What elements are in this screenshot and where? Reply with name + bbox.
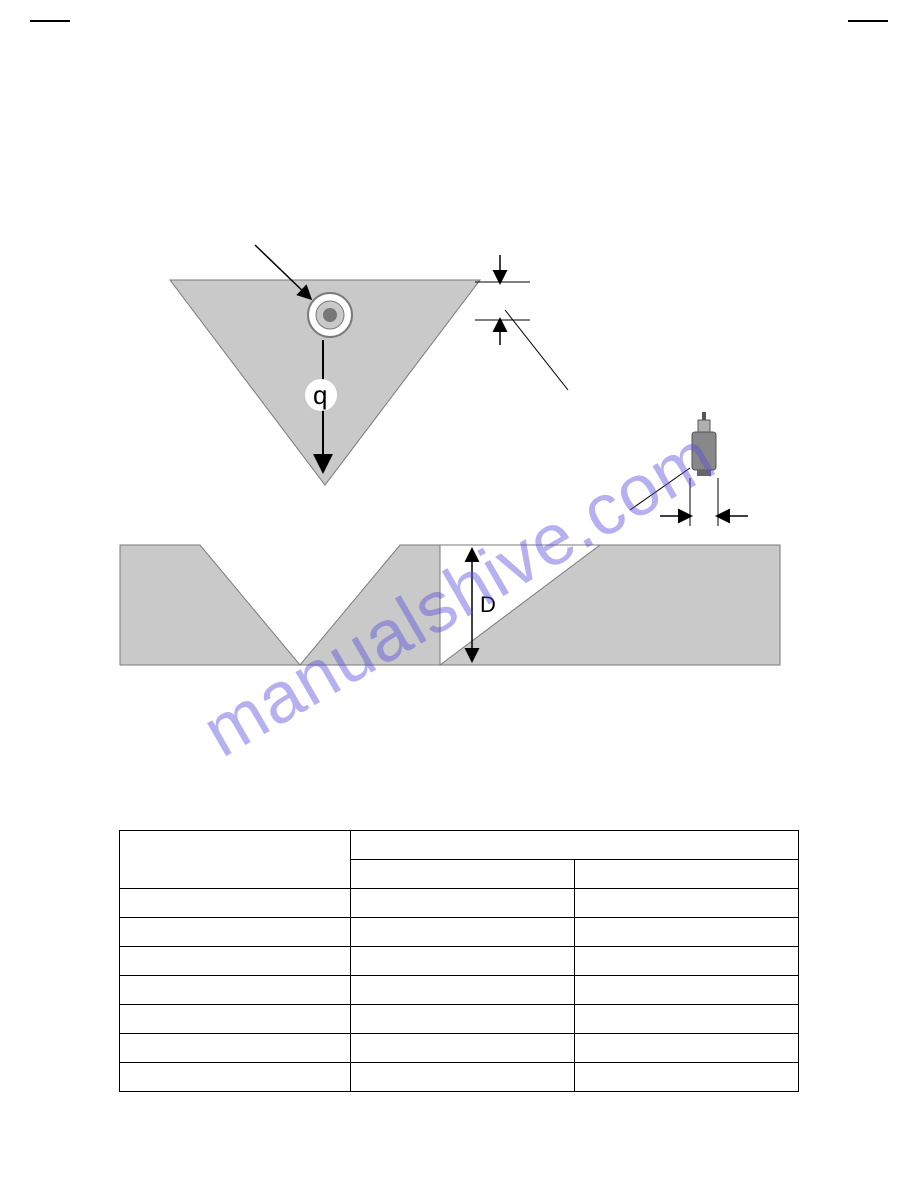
table-cell bbox=[574, 889, 798, 918]
table-row bbox=[120, 947, 799, 976]
data-table bbox=[119, 830, 799, 1092]
q-label: q bbox=[313, 380, 327, 410]
table-cell bbox=[350, 976, 574, 1005]
table-cell bbox=[574, 1034, 798, 1063]
table-cell bbox=[350, 1005, 574, 1034]
table-cell bbox=[120, 947, 351, 976]
table-row bbox=[120, 1063, 799, 1092]
cross-section bbox=[120, 545, 780, 665]
d-label: D bbox=[480, 592, 496, 617]
dim-leader bbox=[505, 310, 568, 390]
table-header-cell bbox=[120, 831, 351, 889]
table-header-cell bbox=[350, 831, 798, 860]
table-cell bbox=[350, 1063, 574, 1092]
table-cell bbox=[574, 918, 798, 947]
table-cell bbox=[350, 918, 574, 947]
table-cell bbox=[574, 947, 798, 976]
table-cell bbox=[350, 947, 574, 976]
figure-diagram: q bbox=[0, 0, 918, 720]
table-cell bbox=[120, 1063, 351, 1092]
page: q bbox=[0, 0, 918, 1188]
table-cell bbox=[350, 1034, 574, 1063]
table-row bbox=[120, 1034, 799, 1063]
table-cell bbox=[120, 889, 351, 918]
table-row bbox=[120, 889, 799, 918]
table-header-cell bbox=[574, 860, 798, 889]
table-cell bbox=[120, 1005, 351, 1034]
table-cell bbox=[120, 918, 351, 947]
data-table-wrap bbox=[119, 830, 799, 1092]
table-cell bbox=[574, 1005, 798, 1034]
table-cell bbox=[120, 976, 351, 1005]
table-header-row-1 bbox=[120, 831, 799, 860]
table-cell bbox=[574, 976, 798, 1005]
table-row bbox=[120, 918, 799, 947]
sensor-icon bbox=[692, 412, 716, 476]
table-header-cell bbox=[350, 860, 574, 889]
table-cell bbox=[574, 1063, 798, 1092]
table-row bbox=[120, 976, 799, 1005]
sensor-circle-inner bbox=[323, 308, 337, 322]
table-row bbox=[120, 1005, 799, 1034]
table-cell bbox=[350, 889, 574, 918]
sensor-leader bbox=[630, 468, 690, 510]
table-cell bbox=[120, 1034, 351, 1063]
